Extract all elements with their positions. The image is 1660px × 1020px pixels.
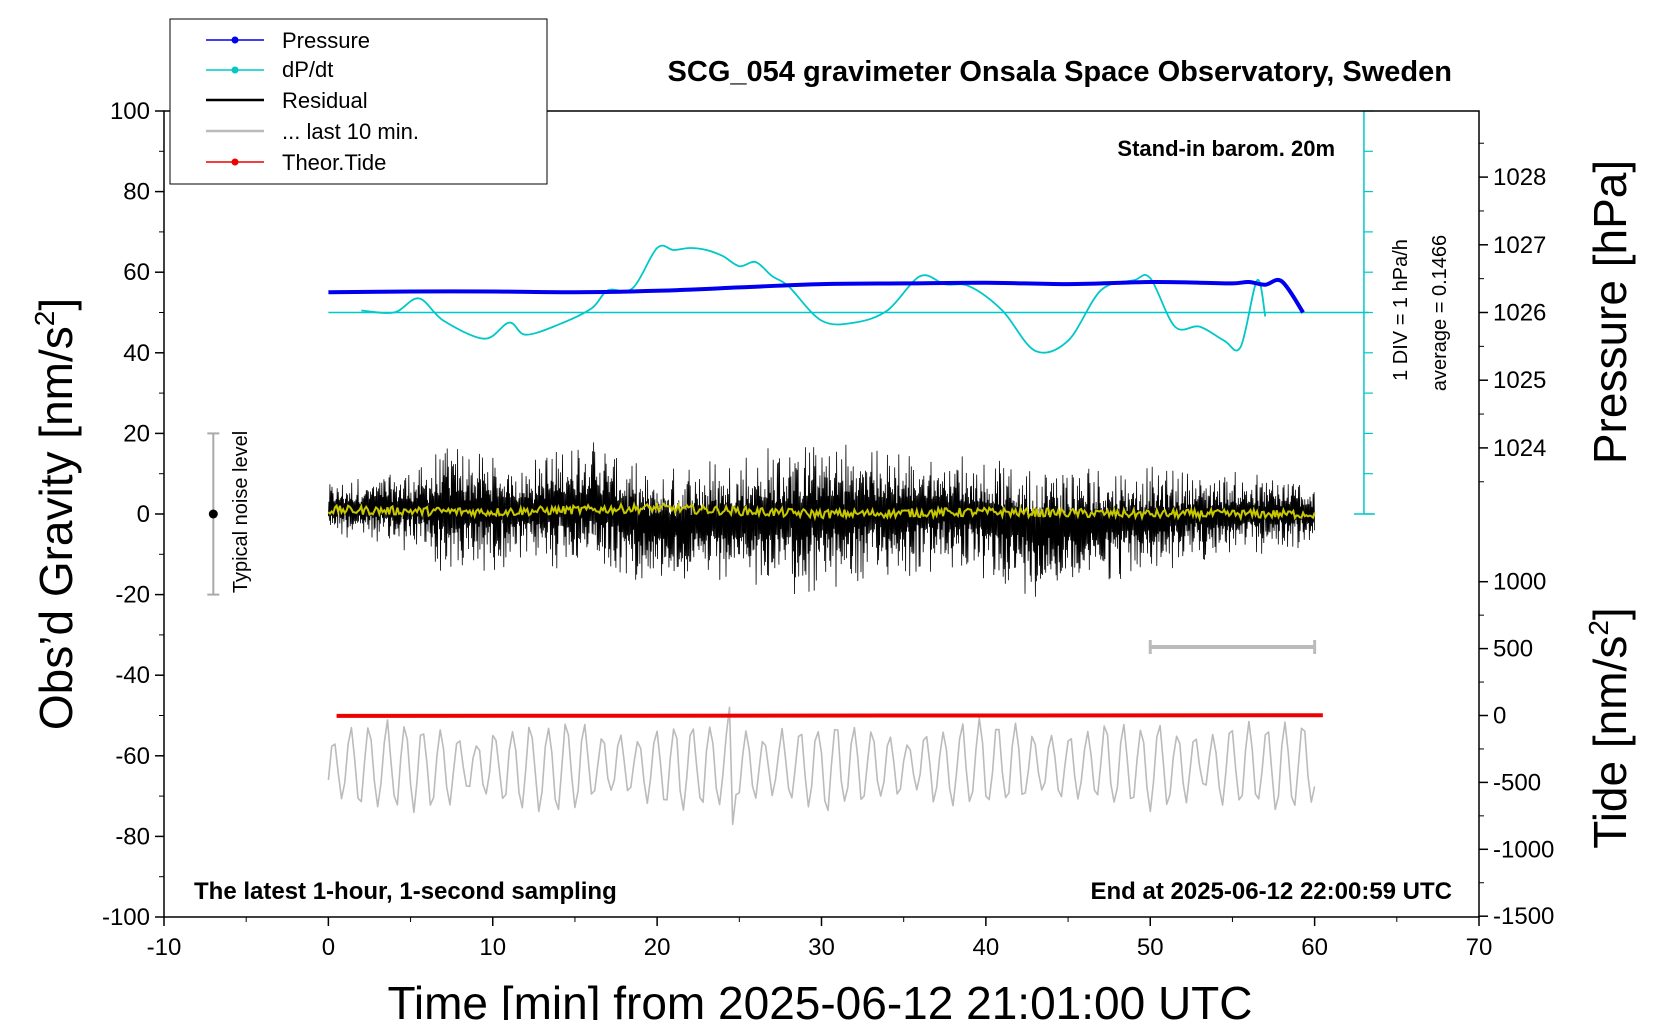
y-tick-label-5: 0 — [137, 501, 150, 528]
y-tick-label-4: 20 — [123, 420, 150, 447]
pressure-line — [328, 277, 1305, 314]
y-axis-ticks: 100 80 60 40 20 0 -20 -40 -60 -80 -100 — [102, 98, 164, 931]
x-tick-label-0: -10 — [147, 934, 182, 961]
x-tick-label-7: 60 — [1301, 934, 1328, 961]
legend-marker-tide — [231, 158, 239, 166]
x-tick-label-5: 40 — [973, 934, 1000, 961]
pressure-tick-label-0: 1028 — [1493, 164, 1546, 191]
y-tick-label-3: 40 — [123, 340, 150, 367]
pressure-tick-label-1: 1027 — [1493, 232, 1546, 259]
tide-tick-label-1: 500 — [1493, 636, 1533, 663]
dpdt-line — [361, 244, 1267, 354]
tide-tick-label-5: -1500 — [1493, 903, 1554, 930]
tide-tick-label-2: 0 — [1493, 703, 1506, 730]
chart-title: SCG_054 gravimeter Onsala Space Observat… — [668, 56, 1452, 88]
tide-tick-label-3: -500 — [1493, 769, 1541, 796]
y-axis-label-left-sup: 2 — [29, 311, 60, 327]
x-tick-label-2: 10 — [479, 934, 506, 961]
barometer-annotation: Stand-in barom. 20m — [1117, 136, 1335, 161]
legend-label-residual: Residual — [282, 88, 368, 113]
tide-axis-ticks: 1000 500 0 -500 -1000 -1500 — [1479, 569, 1554, 930]
dpdt-scale-label: 1 DIV = 1 hPa/h — [1390, 239, 1412, 381]
y-tick-label-1: 80 — [123, 179, 150, 206]
noise-bar-center — [208, 509, 218, 519]
residual-line — [328, 442, 1315, 597]
y-tick-label-6: -20 — [115, 582, 150, 609]
tide-axis-label: Tide [nm/s2] — [1583, 607, 1636, 848]
pressure-tick-label-4: 1024 — [1493, 435, 1546, 462]
plot-data-layer — [207, 110, 1375, 826]
x-tick-label-3: 20 — [644, 934, 671, 961]
tide-axis-label-main: Tide [nm/s — [1584, 636, 1636, 849]
tide-tick-label-0: 1000 — [1493, 569, 1546, 596]
pressure-tick-label-3: 1025 — [1493, 367, 1546, 394]
y-tick-label-2: 60 — [123, 259, 150, 286]
legend-label-pressure: Pressure — [282, 28, 370, 53]
bottom-right-annotation: End at 2025-06-12 22:00:59 UTC — [1091, 878, 1453, 905]
tide-axis-label-sup: 2 — [1583, 620, 1614, 636]
legend-label-tide: Theor.Tide — [282, 150, 386, 175]
dpdt-average-label: average = 0.1466 — [1429, 235, 1451, 391]
legend-marker-dpdt — [231, 66, 239, 74]
bottom-left-annotation: The latest 1-hour, 1-second sampling — [194, 878, 617, 905]
noise-level-label: Typical noise level — [230, 431, 252, 593]
legend-label-last10: ... last 10 min. — [282, 119, 419, 144]
y-tick-label-0: 100 — [110, 98, 150, 125]
x-axis-label: Time [min] from 2025-06-12 21:01:00 UTC — [388, 977, 1253, 1020]
tide-line — [336, 713, 1323, 718]
y-tick-label-8: -60 — [115, 743, 150, 770]
legend-item-pressure: Pressure — [206, 28, 370, 53]
legend-label-dpdt: dP/dt — [282, 57, 333, 82]
legend-box — [169, 18, 548, 185]
pressure-tick-label-2: 1026 — [1493, 300, 1546, 327]
legend-item-dpdt: dP/dt — [206, 57, 333, 82]
y-axis-label-left: Obs’d Gravity [nm/s2] — [29, 298, 82, 730]
x-tick-label-8: 70 — [1466, 934, 1493, 961]
legend-item-last10: ... last 10 min. — [206, 119, 419, 144]
legend: Pressure dP/dt Residual ... last 10 min.… — [169, 18, 548, 185]
legend-marker-pressure — [231, 36, 239, 44]
y-tick-label-10: -100 — [102, 904, 150, 931]
residual-smoothed-line — [327, 501, 1316, 523]
tide-tick-label-4: -1000 — [1493, 836, 1554, 863]
legend-item-residual: Residual — [206, 88, 368, 113]
pressure-axis-label: Pressure [hPa] — [1584, 160, 1636, 464]
legend-item-tide: Theor.Tide — [206, 150, 386, 175]
x-axis-ticks: -10 0 10 20 30 40 50 60 70 — [147, 917, 1493, 961]
last10-line — [327, 706, 1316, 826]
pressure-axis-ticks: 1028 1027 1026 1025 1024 — [1479, 142, 1546, 483]
y-axis-label-left-main: Obs’d Gravity [nm/s — [30, 326, 82, 730]
y-tick-label-9: -80 — [115, 823, 150, 850]
y-tick-label-7: -40 — [115, 662, 150, 689]
x-tick-label-4: 30 — [808, 934, 835, 961]
x-tick-label-1: 0 — [322, 934, 335, 961]
y-axis-label-left-end: ] — [30, 298, 82, 311]
x-tick-label-6: 50 — [1137, 934, 1164, 961]
tide-axis-label-end: ] — [1584, 607, 1636, 620]
